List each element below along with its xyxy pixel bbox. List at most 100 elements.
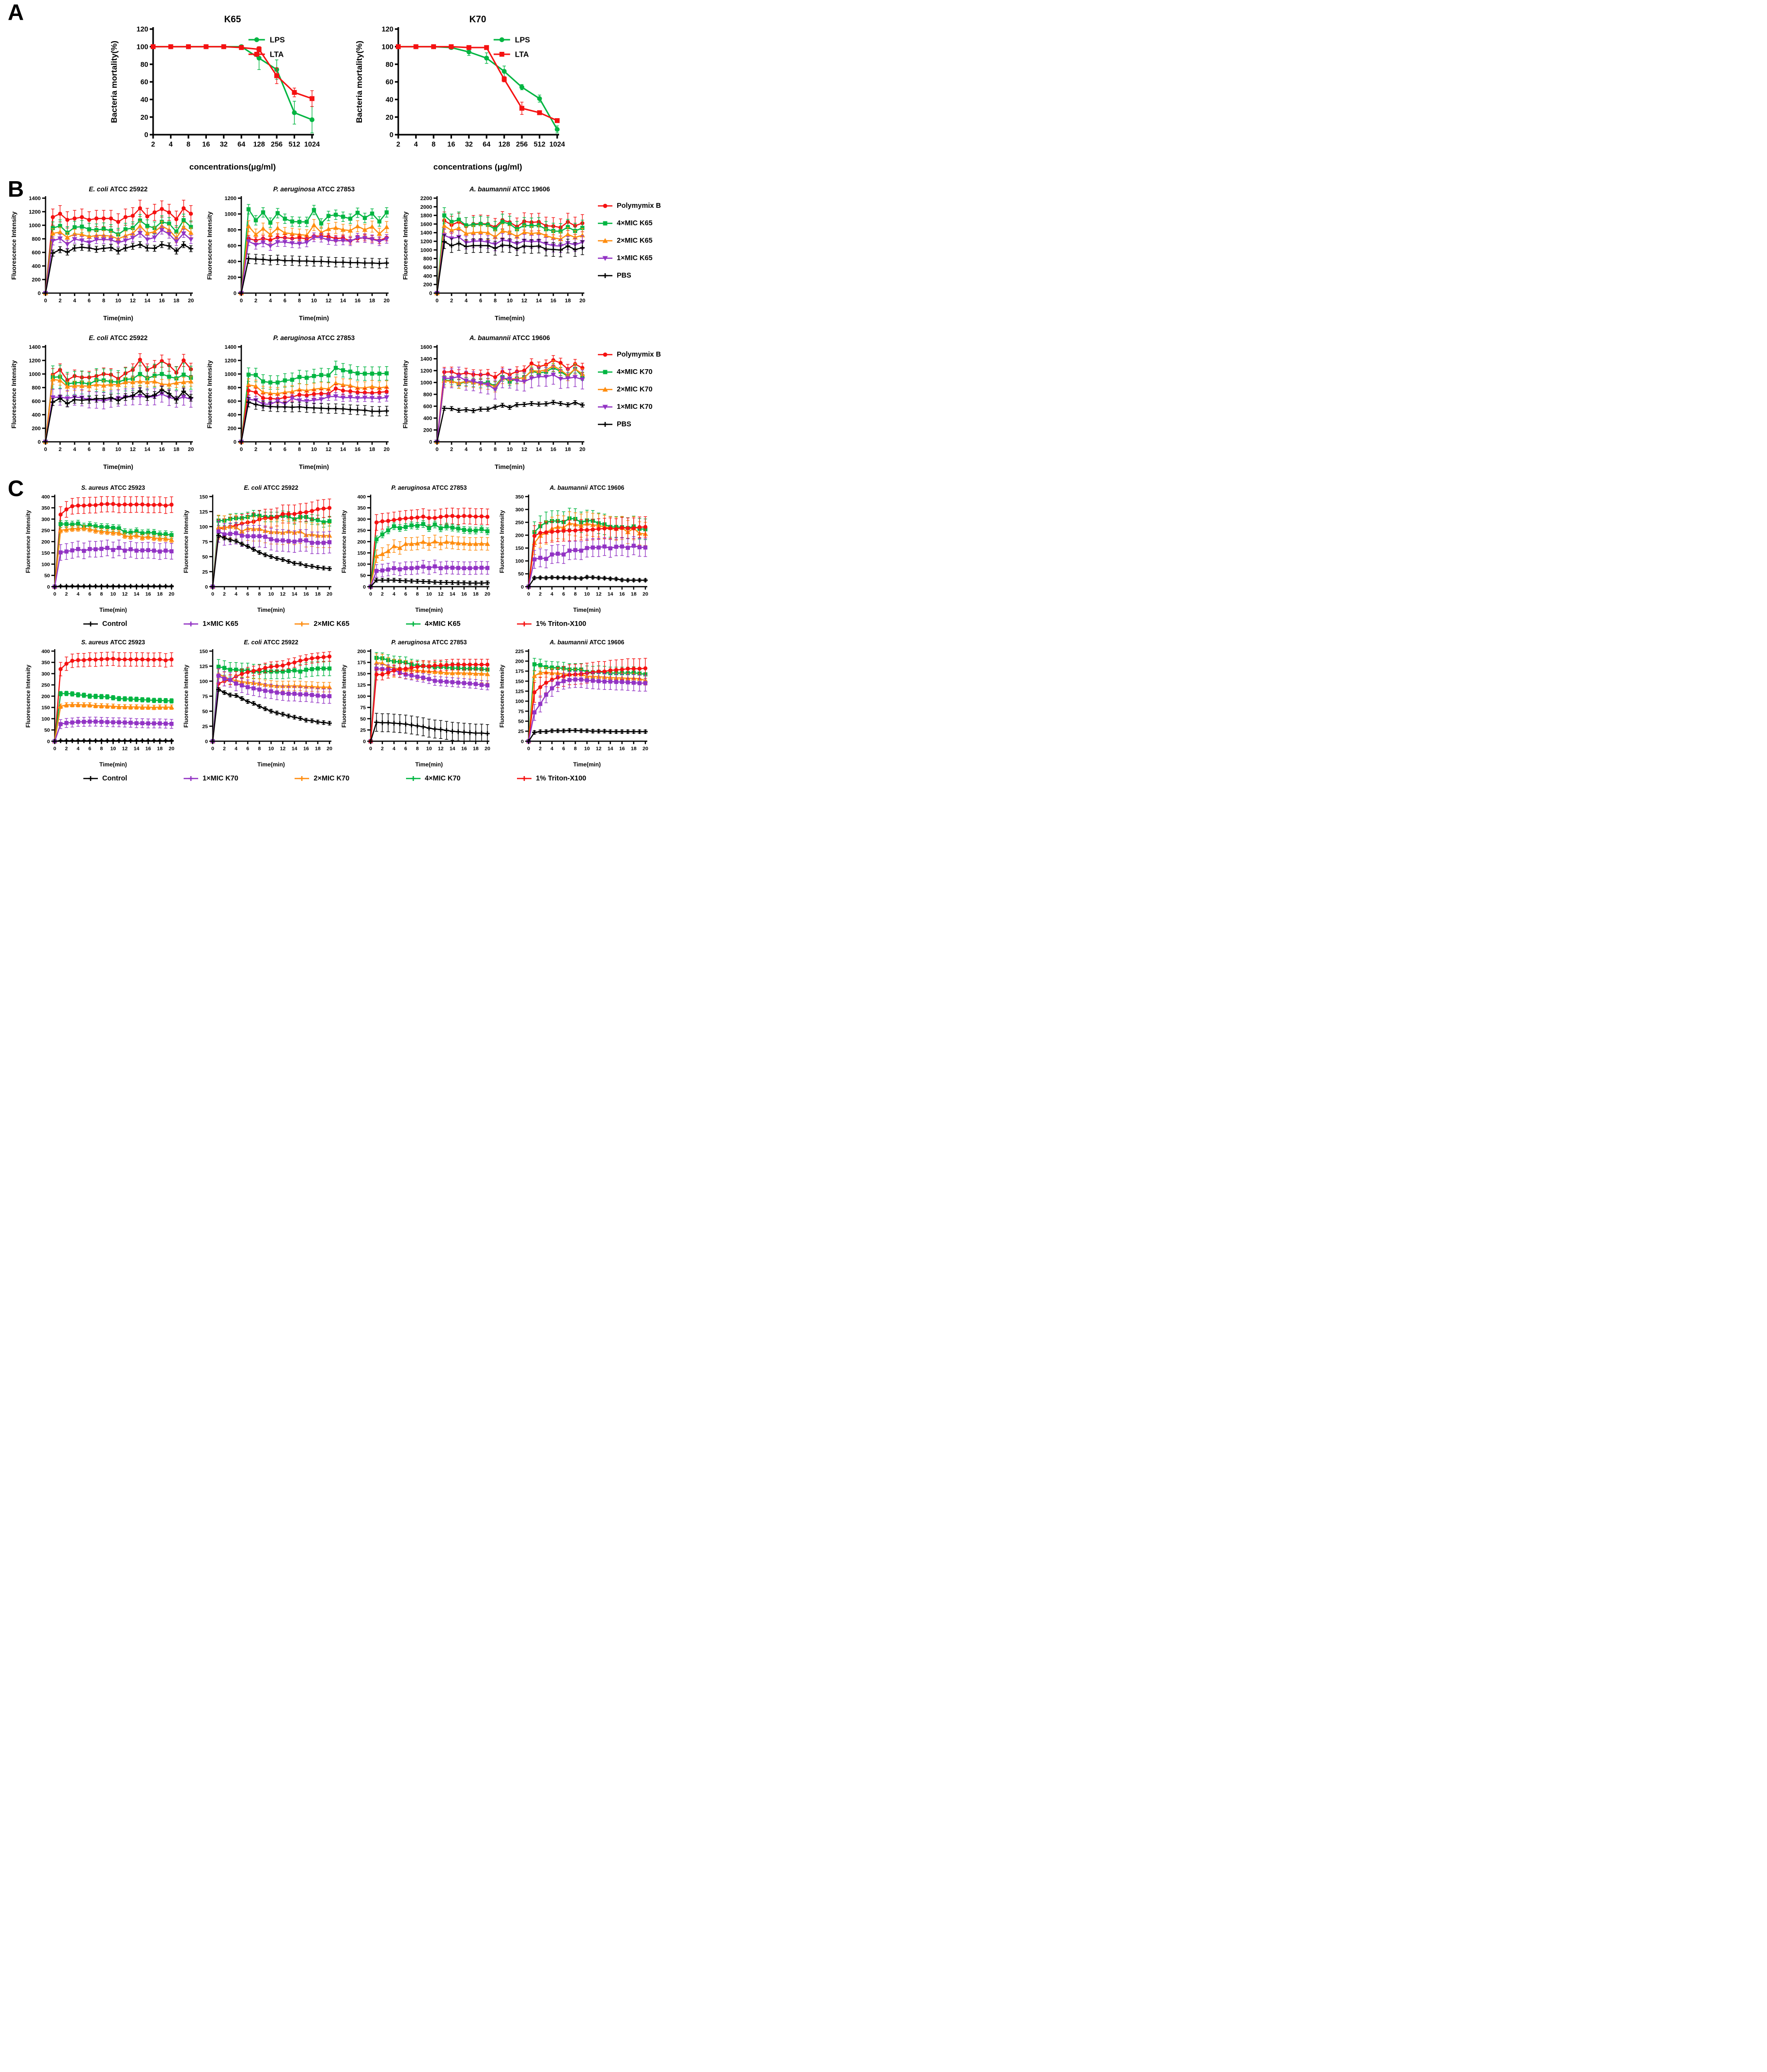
legend-item: Polymymix B <box>597 202 671 210</box>
svg-text:0: 0 <box>436 447 438 452</box>
svg-text:350: 350 <box>515 494 524 500</box>
svg-text:0: 0 <box>144 131 148 139</box>
svg-text:2: 2 <box>396 141 400 149</box>
svg-text:80: 80 <box>386 61 393 69</box>
svg-text:6: 6 <box>246 592 249 597</box>
svg-text:1400: 1400 <box>29 344 41 350</box>
svg-text:18: 18 <box>565 298 571 304</box>
svg-text:2: 2 <box>450 447 453 452</box>
svg-text:6: 6 <box>88 746 91 752</box>
chart-paeruginosa-k65-permeability: P. aeruginosa ATCC 27853 0 50 100 150 200 250 3… <box>340 480 493 618</box>
svg-text:4: 4 <box>77 592 79 597</box>
svg-text:16: 16 <box>550 298 556 304</box>
legend-item: 4×MIC K65 <box>597 219 671 227</box>
svg-text:Bacteria mortality(%): Bacteria mortality(%) <box>355 41 364 123</box>
legend-label: 2×MIC K70 <box>313 775 350 782</box>
svg-text:400: 400 <box>32 264 41 269</box>
svg-text:1600: 1600 <box>421 221 432 227</box>
svg-text:40: 40 <box>386 96 393 104</box>
svg-text:LPS: LPS <box>270 36 285 45</box>
svg-text:10: 10 <box>507 298 513 304</box>
legend-marker-icon <box>598 238 612 243</box>
svg-text:100: 100 <box>515 559 524 564</box>
panel-b: B E. coli ATCC 25922 0 200 400 600 800 1000 120… <box>0 178 661 475</box>
svg-text:400: 400 <box>41 494 50 500</box>
legend-item: 2×MIC K65 <box>294 620 349 628</box>
svg-text:200: 200 <box>32 277 41 283</box>
svg-text:256: 256 <box>516 141 528 149</box>
legend-label: PBS <box>617 272 631 280</box>
svg-text:0: 0 <box>234 291 236 296</box>
svg-text:8: 8 <box>416 592 419 597</box>
svg-text:20: 20 <box>169 592 174 597</box>
svg-text:8: 8 <box>574 592 577 597</box>
svg-text:60: 60 <box>386 78 393 86</box>
svg-text:20: 20 <box>386 114 393 122</box>
svg-text:0: 0 <box>47 739 50 745</box>
svg-text:10: 10 <box>311 447 317 452</box>
svg-text:E. coli ATCC 25922: E. coli ATCC 25922 <box>89 186 147 193</box>
legend-item: 2×MIC K70 <box>294 775 349 782</box>
svg-text:1400: 1400 <box>421 230 432 236</box>
svg-text:10: 10 <box>268 746 274 752</box>
svg-text:0: 0 <box>234 439 236 445</box>
svg-text:16: 16 <box>461 592 467 597</box>
svg-text:14: 14 <box>608 592 613 597</box>
svg-text:2000: 2000 <box>421 204 432 210</box>
legend-b-k70: Polymymix B 4×MIC K70 2×MIC K70 1×MIC K70 PB… <box>597 351 671 428</box>
svg-text:8: 8 <box>494 298 497 304</box>
chart-abaumannii-k70-permeability: A. baumannii ATCC 19606 0 25 50 75 100 125 150 1… <box>498 635 651 773</box>
legend-marker-icon <box>517 776 532 781</box>
legend-label: Polymymix B <box>617 202 661 210</box>
svg-text:16: 16 <box>145 592 151 597</box>
svg-text:0: 0 <box>205 584 208 590</box>
svg-text:1400: 1400 <box>421 356 432 362</box>
svg-text:20: 20 <box>384 298 390 304</box>
legend-label: 4×MIC K70 <box>424 775 461 782</box>
svg-text:8: 8 <box>258 746 261 752</box>
svg-text:18: 18 <box>565 447 571 452</box>
svg-text:200: 200 <box>41 694 50 700</box>
svg-text:8: 8 <box>298 298 301 304</box>
legend-label: Control <box>102 775 127 782</box>
panel-a-charts: K65 0 20 40 60 80 100 120 2 4 8 16 32 64 128 256 512 1024… <box>15 4 659 176</box>
legend-item: PBS <box>597 272 671 280</box>
svg-text:14: 14 <box>134 746 140 752</box>
svg-text:2200: 2200 <box>421 196 432 202</box>
svg-text:A. baumannii ATCC 19606: A. baumannii ATCC 19606 <box>549 484 625 491</box>
svg-text:2: 2 <box>59 298 62 304</box>
svg-text:32: 32 <box>465 141 473 149</box>
svg-text:Fluorescence Intensity: Fluorescence Intensity <box>206 211 213 280</box>
svg-text:16: 16 <box>202 141 210 149</box>
svg-text:12: 12 <box>521 298 527 304</box>
svg-text:100: 100 <box>41 561 50 567</box>
svg-text:6: 6 <box>88 298 91 304</box>
svg-text:8: 8 <box>100 746 103 752</box>
chart-ecoli-k70: E. coli ATCC 25922 0 200 400 600 800 1000 1200 1… <box>10 329 198 475</box>
svg-text:8: 8 <box>258 592 261 597</box>
legend-marker-icon <box>598 352 612 357</box>
svg-text:10: 10 <box>110 592 116 597</box>
svg-text:1400: 1400 <box>29 196 41 202</box>
svg-text:14: 14 <box>144 447 151 452</box>
svg-text:0: 0 <box>521 584 524 590</box>
svg-text:8: 8 <box>432 141 436 149</box>
svg-text:0: 0 <box>429 439 432 445</box>
svg-text:0: 0 <box>390 131 393 139</box>
svg-text:Bacteria mortality(%): Bacteria mortality(%) <box>109 41 119 123</box>
svg-text:100: 100 <box>357 561 366 567</box>
K70-svg: K70 0 20 40 60 80 100 120 2 4 8 16 32 64 128 256 512 1024… <box>355 15 565 171</box>
panel-b-row-k70: E. coli ATCC 25922 0 200 400 600 800 1000 1200 1… <box>10 329 661 475</box>
svg-text:400: 400 <box>423 273 432 279</box>
svg-text:4: 4 <box>235 592 237 597</box>
svg-text:1200: 1200 <box>29 209 41 215</box>
svg-text:E. coli ATCC 25922: E. coli ATCC 25922 <box>244 639 298 646</box>
svg-text:600: 600 <box>32 250 41 256</box>
svg-text:400: 400 <box>423 416 432 421</box>
chart-paeruginosa-k70-permeability: P. aeruginosa ATCC 27853 0 25 50 75 100 125 150… <box>340 635 493 773</box>
svg-text:20: 20 <box>327 592 332 597</box>
svg-text:16: 16 <box>159 447 165 452</box>
svg-text:1000: 1000 <box>225 372 236 377</box>
svg-text:2: 2 <box>65 746 68 752</box>
P. aeruginosa ATCC 27853-svg: P. aeruginosa ATCC 278530200400600800100… <box>206 186 390 322</box>
